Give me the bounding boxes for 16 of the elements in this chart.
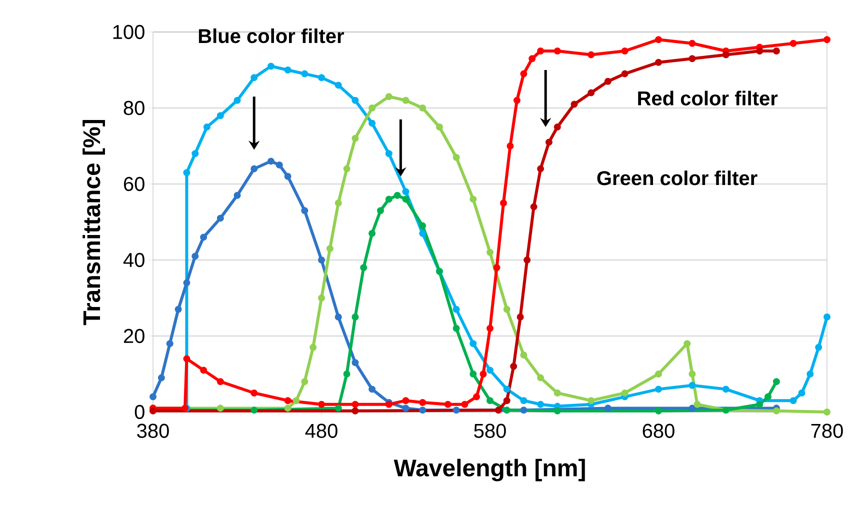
y-tick-label: 60 <box>124 176 144 192</box>
x-tick-label: 380 <box>137 424 169 438</box>
annotation: Blue color filter <box>198 28 344 44</box>
x-tick-label: 680 <box>642 424 674 438</box>
y-tick-label: 20 <box>124 328 144 344</box>
x-axis-title: Wavelength [nm] <box>394 458 585 482</box>
y-tick-label: 40 <box>123 252 144 268</box>
x-tick-label: 580 <box>474 424 506 438</box>
y-axis-title: Transmittance [%] <box>82 120 105 326</box>
y-tick-label: 80 <box>124 100 144 116</box>
annotation: Red color filter <box>638 90 778 106</box>
y-tick-label: 0 <box>134 404 144 420</box>
x-tick-label: 480 <box>305 424 338 438</box>
annotation: Green color filter <box>597 170 758 186</box>
y-tick-label: 100 <box>113 24 144 40</box>
x-tick-label: 780 <box>811 424 843 438</box>
